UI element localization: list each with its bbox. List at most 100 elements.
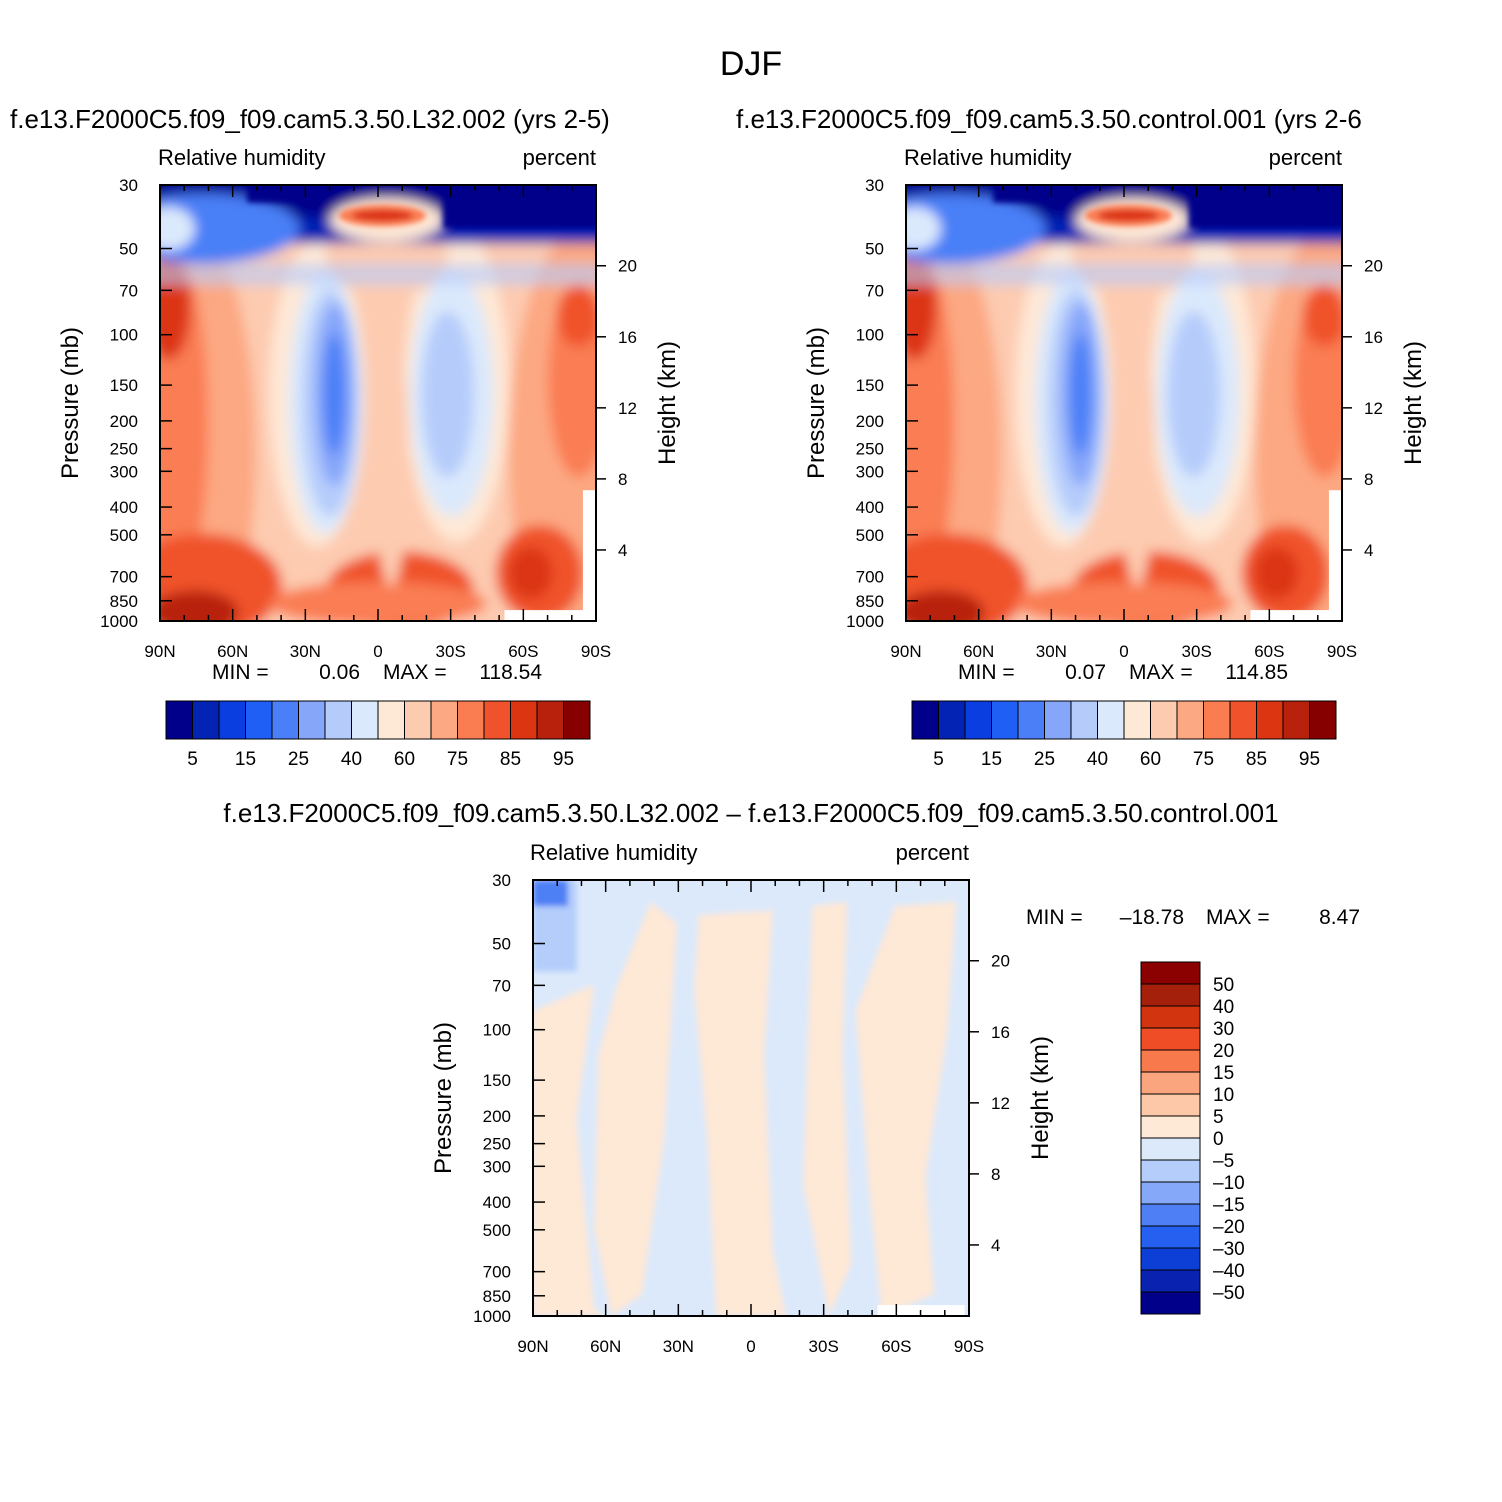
height-tick-label: 4 [618,541,627,560]
panel-right-title: f.e13.F2000C5.f09_f09.cam5.3.50.control.… [736,104,1362,134]
height-tick-label: 20 [991,952,1010,971]
colorbar-swatch [938,700,966,740]
x-tick-label: 90N [144,642,175,661]
colorbar-swatch [298,700,326,740]
colorbar-swatch [1070,700,1098,740]
height-tick-label: 12 [618,399,637,418]
y-tick-label: 300 [856,462,884,481]
x-tick-label: 30N [663,1337,694,1356]
panel-left-ylabel: Pressure (mb) [57,327,84,479]
colorbar-swatch [245,700,273,740]
panel-diff-units: percent [896,840,969,865]
y-tick-label: 200 [483,1107,511,1126]
colorbar-label: 40 [341,749,362,770]
colorbar-swatch [1140,1269,1201,1293]
y-tick-label: 500 [110,526,138,545]
colorbar-label: 60 [394,749,415,770]
colorbar-label: 85 [500,749,521,770]
colorbar-label: 5 [933,749,944,770]
y-tick-label: 1000 [100,612,138,631]
x-tick-label: 30S [436,642,466,661]
height-tick-label: 20 [618,257,637,276]
colorbar-label: –20 [1213,1217,1245,1238]
panel-diff-ylabel: Pressure (mb) [430,1022,457,1174]
colorbar-label: 40 [1213,997,1234,1018]
colorbar-label: –15 [1213,1195,1245,1216]
colorbar-label: 30 [1213,1019,1234,1040]
colorbar-label: 60 [1140,749,1161,770]
colorbar-label: 10 [1213,1085,1234,1106]
y-tick-label: 250 [856,440,884,459]
y-tick-label: 200 [110,412,138,431]
y-tick-label: 70 [492,976,511,995]
height-tick-label: 16 [1364,328,1383,347]
colorbar-label: 50 [1213,975,1234,996]
colorbar-label: 75 [1193,749,1214,770]
colorbar-swatch [165,700,193,740]
y-tick-label: 300 [110,462,138,481]
colorbar-label: 85 [1246,749,1267,770]
x-tick-label: 30S [1182,642,1212,661]
colorbar-label: 5 [1213,1107,1224,1128]
colorbar-swatch [1140,1093,1201,1117]
panel-right-max-value: 114.85 [1225,661,1288,684]
height-tick-label: 12 [1364,399,1383,418]
colorbar-label: 15 [981,749,1002,770]
colorbar-label: 95 [1299,749,1320,770]
panel-diff-title: f.e13.F2000C5.f09_f09.cam5.3.50.L32.002 … [223,798,1278,828]
y-tick-label: 150 [856,376,884,395]
x-tick-label: 30N [1036,642,1067,661]
y-tick-label: 100 [483,1021,511,1040]
colorbar-swatch [404,700,432,740]
height-tick-label: 4 [1364,541,1373,560]
panel-left: f.e13.F2000C5.f09_f09.cam5.3.50.L32.002 … [10,104,681,770]
colorbar-label: 5 [187,749,198,770]
panel-diff-ylabel-right: Height (km) [1027,1036,1054,1160]
panel-left-min-label: MIN = [212,661,269,684]
colorbar-label: 20 [1213,1041,1234,1062]
colorbar-swatch [1256,700,1284,740]
colorbar-label: 95 [553,749,574,770]
colorbar-label: 25 [1034,749,1055,770]
colorbar-label: 25 [288,749,309,770]
figure-title: DJF [720,45,782,83]
colorbar-label: 0 [1213,1129,1224,1150]
panel-diff-min-value: –18.78 [1120,906,1184,929]
y-tick-label: 850 [483,1287,511,1306]
x-tick-label: 0 [746,1337,755,1356]
colorbar-label: –50 [1213,1283,1245,1304]
colorbar-swatch [1140,1115,1201,1139]
colorbar-swatch [1140,1203,1201,1227]
y-tick-label: 850 [856,592,884,611]
colorbar-label: –10 [1213,1173,1245,1194]
x-tick-label: 60S [508,642,538,661]
y-tick-label: 30 [865,176,884,195]
x-tick-label: 30S [809,1337,839,1356]
height-tick-label: 20 [1364,257,1383,276]
colorbar-swatch [430,700,458,740]
x-tick-label: 90N [890,642,921,661]
colorbar-swatch [377,700,405,740]
panel-diff-max-label: MAX = [1206,906,1270,929]
colorbar-label: 75 [447,749,468,770]
panel-right-max-label: MAX = [1129,661,1193,684]
x-tick-label: 90S [1327,642,1357,661]
colorbar-label: 15 [1213,1063,1234,1084]
y-tick-label: 400 [856,498,884,517]
panel-left-ylabel-right: Height (km) [654,341,681,465]
y-tick-label: 700 [483,1263,511,1282]
y-tick-label: 300 [483,1157,511,1176]
panel-right-ylabel-right: Height (km) [1400,341,1427,465]
height-tick-label: 8 [618,470,627,489]
y-tick-label: 30 [492,871,511,890]
y-tick-label: 70 [865,281,884,300]
y-tick-label: 200 [856,412,884,431]
panel-right-min-label: MIN = [958,661,1015,684]
colorbar-swatch [1203,700,1231,740]
colorbar-swatch [1140,1181,1201,1205]
y-tick-label: 1000 [846,612,884,631]
y-tick-label: 250 [110,440,138,459]
y-tick-label: 30 [119,176,138,195]
panel-left-units: percent [523,145,596,170]
